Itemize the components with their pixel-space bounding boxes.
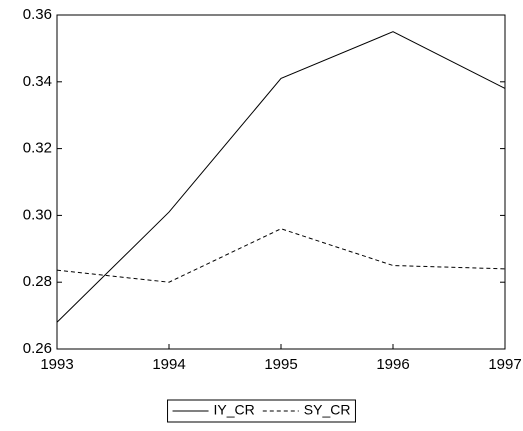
y-tick-label: 0.34 <box>23 73 52 90</box>
plot-frame <box>56 14 506 350</box>
x-tick-label: 1997 <box>488 356 521 373</box>
y-tick-label: 0.36 <box>23 6 52 23</box>
legend-label: SY_CR <box>304 402 351 418</box>
x-tick-label: 1993 <box>40 356 73 373</box>
legend: IY_CR SY_CR <box>167 399 356 423</box>
y-tick-label: 0.28 <box>23 273 52 290</box>
x-tick-label: 1995 <box>264 356 297 373</box>
data-line <box>56 31 506 323</box>
legend-label: IY_CR <box>214 402 255 418</box>
y-tick-label: 0.32 <box>23 140 52 157</box>
x-tick-label: 1994 <box>152 356 185 373</box>
y-tick-label: 0.26 <box>23 340 52 357</box>
y-tick-label: 0.30 <box>23 206 52 223</box>
legend-box <box>167 399 356 423</box>
x-tick-label: 1996 <box>376 356 409 373</box>
